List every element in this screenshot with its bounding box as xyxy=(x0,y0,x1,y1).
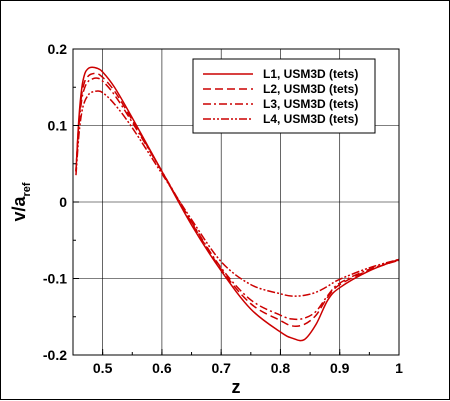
y-axis-title-main: v/a xyxy=(9,196,29,222)
y-tick-label: 0.1 xyxy=(48,118,68,134)
y-tick-label: 0.2 xyxy=(48,41,68,57)
x-tick-label: 0.6 xyxy=(152,360,172,376)
x-tick-label: 0.8 xyxy=(271,360,291,376)
x-tick-label: 0.9 xyxy=(330,360,350,376)
y-axis-title: v/aref xyxy=(9,182,33,221)
legend-label-4: L4, USM3D (tets) xyxy=(263,112,358,126)
legend-label-1: L1, USM3D (tets) xyxy=(263,67,358,81)
legend: L1, USM3D (tets)L2, USM3D (tets)L3, USM3… xyxy=(192,58,376,134)
series-lines xyxy=(75,66,400,342)
x-axis-title: z xyxy=(232,377,241,397)
legend-label-2: L2, USM3D (tets) xyxy=(263,82,358,96)
legend-box xyxy=(192,58,376,134)
series-line-4 xyxy=(75,90,400,297)
legend-items: L1, USM3D (tets)L2, USM3D (tets)L3, USM3… xyxy=(203,67,358,126)
x-tick-label: 0.7 xyxy=(211,360,231,376)
y-tick-label: -0.1 xyxy=(43,271,67,287)
x-tick-label: 1 xyxy=(395,360,403,376)
y-axis-title-subscript: ref xyxy=(21,182,33,196)
y-tick-label: -0.2 xyxy=(43,347,67,363)
x-tick-label: 0.5 xyxy=(93,360,113,376)
axis-ticks xyxy=(72,48,400,356)
legend-label-3: L3, USM3D (tets) xyxy=(263,97,358,111)
y-tick-label: 0 xyxy=(59,194,67,210)
tick-labels: 0.5 0.6 0.7 0.8 0.9 1 0.2 0.1 0 -0.1 -0.2 xyxy=(43,41,403,376)
